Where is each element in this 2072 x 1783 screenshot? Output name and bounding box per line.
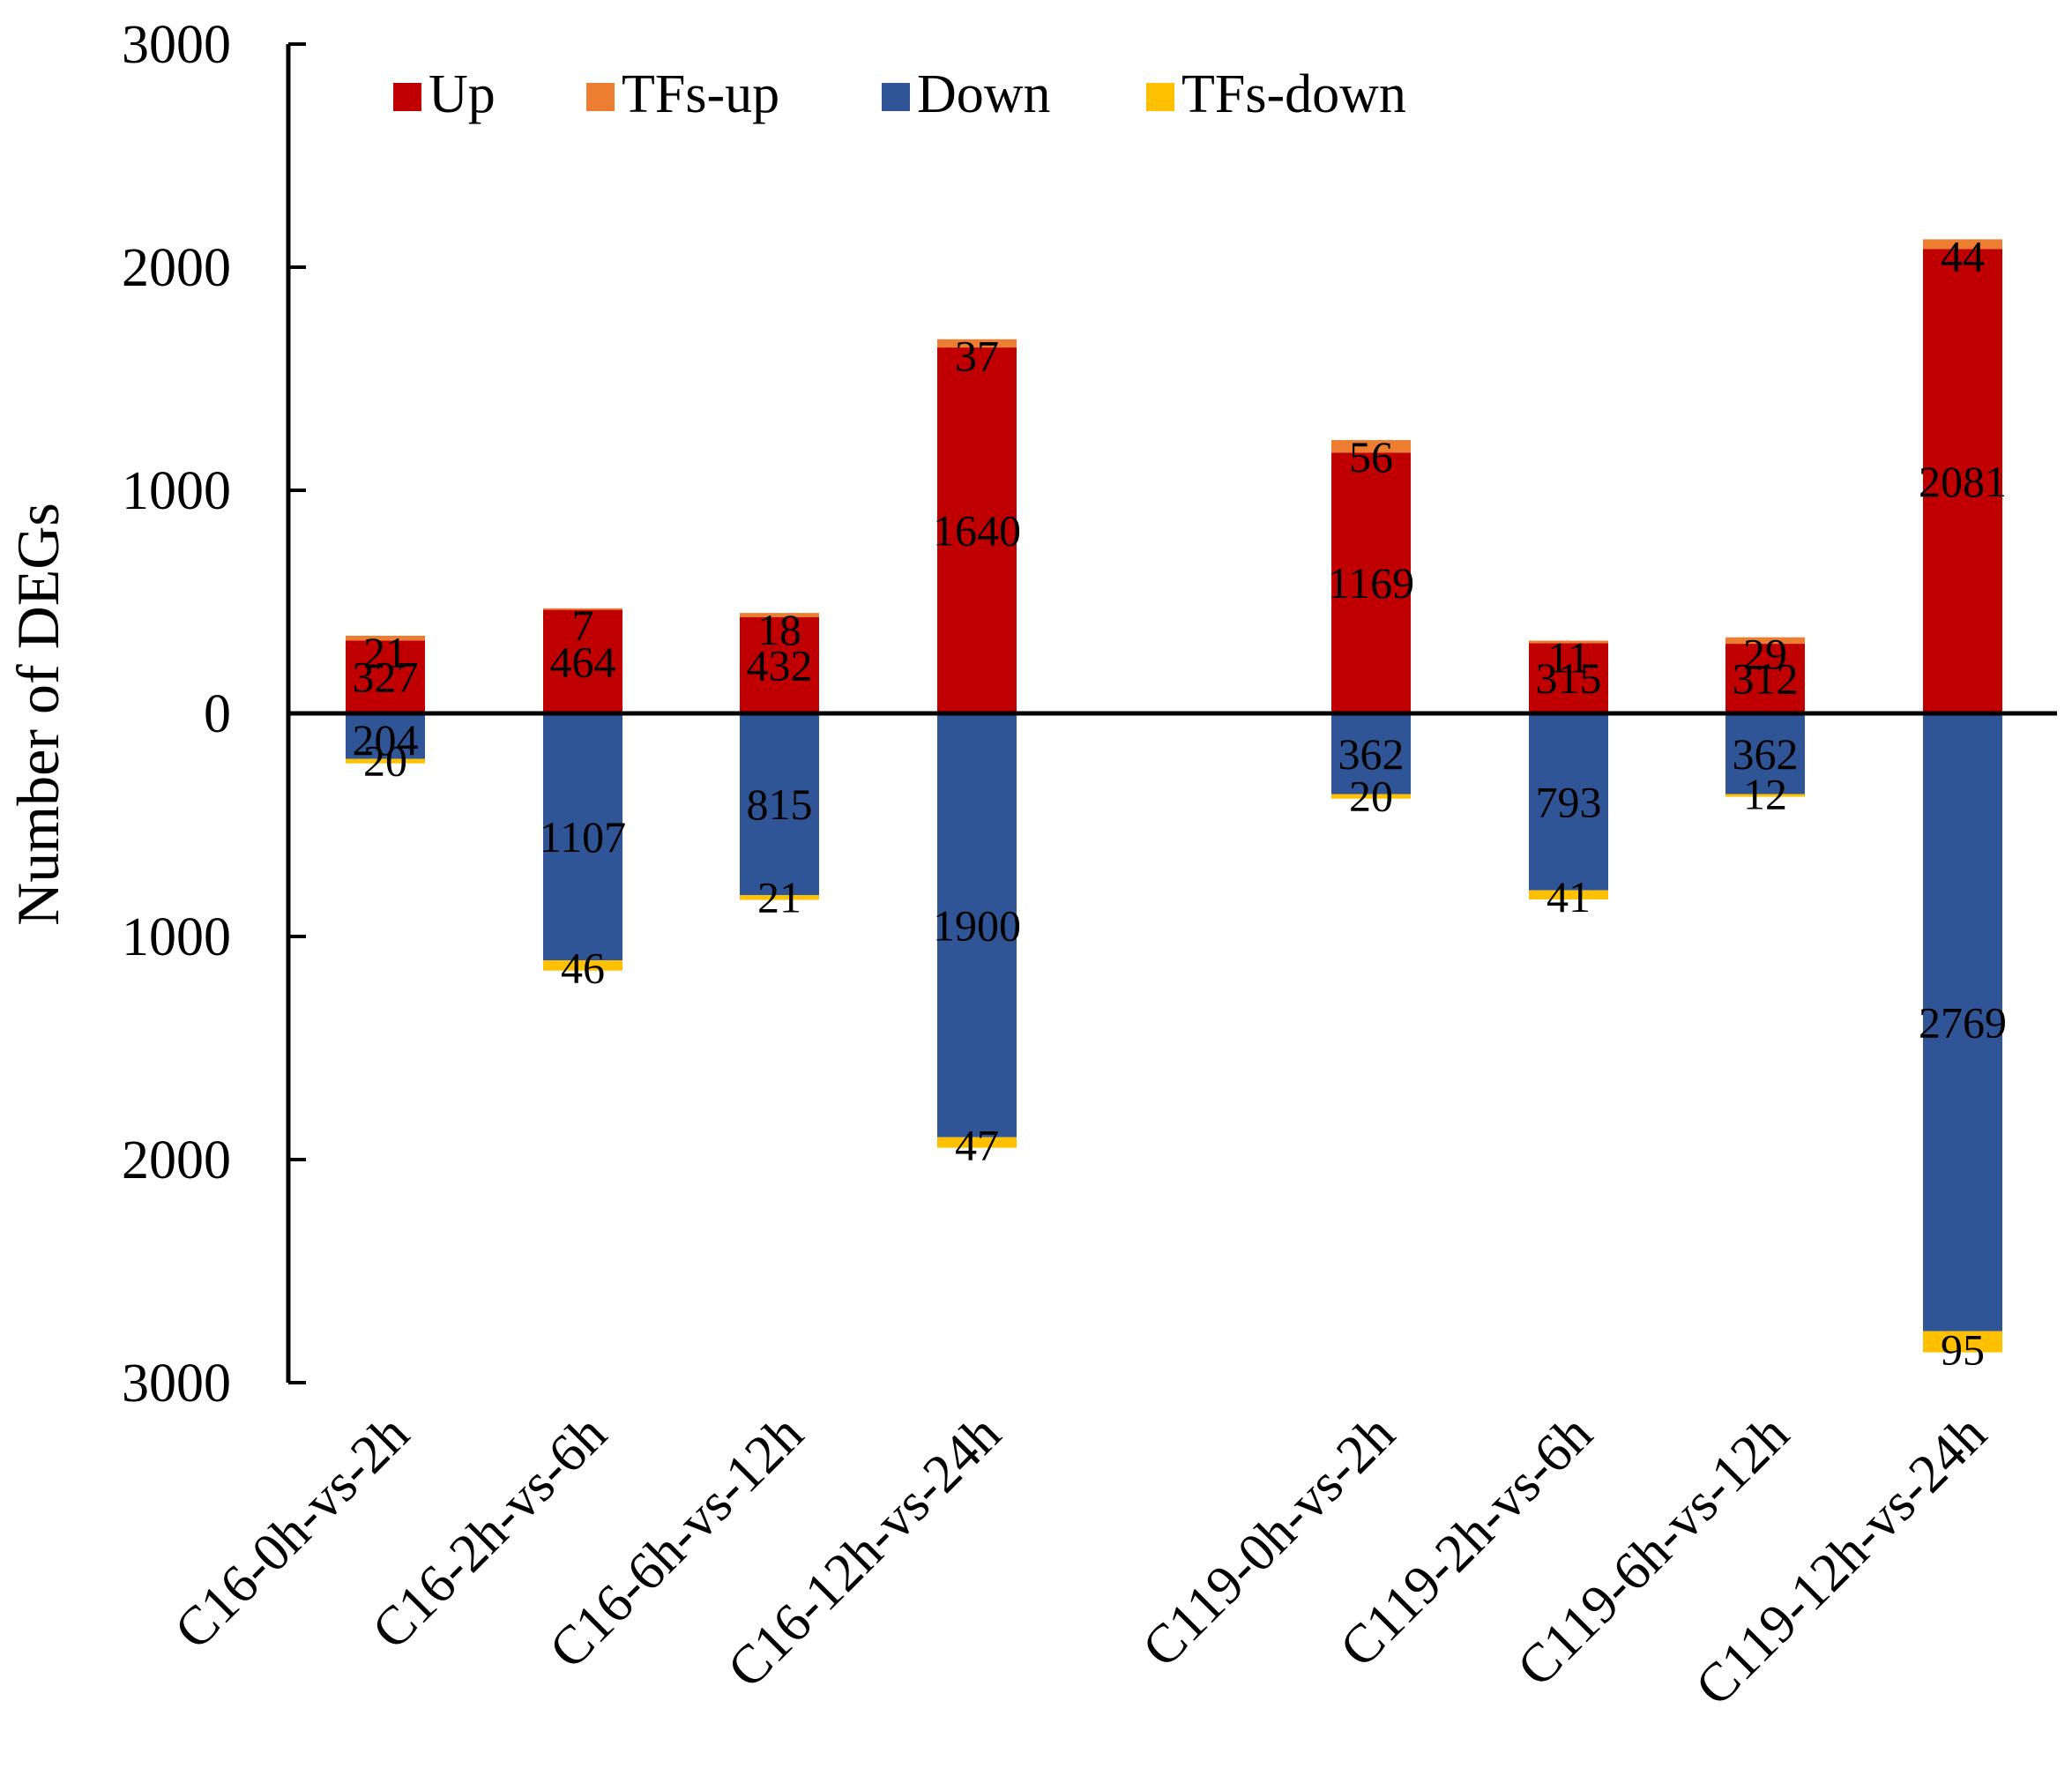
- bar-tfs-down: [740, 895, 819, 900]
- data-label-tfs-up: 56: [1349, 432, 1393, 481]
- y-tick-label: 2000: [122, 1130, 231, 1190]
- bar-tfs-up: [1725, 637, 1805, 645]
- bar-tfs-down: [543, 960, 622, 971]
- data-label-down: 204: [353, 715, 419, 765]
- legend-swatch-down: [882, 83, 910, 111]
- bar-tfs-down: [1331, 794, 1411, 799]
- bar-down: [1529, 713, 1608, 891]
- bar-up: [1529, 643, 1608, 713]
- bar-up: [1725, 644, 1805, 713]
- data-label-tfs-down: 20: [1349, 772, 1393, 821]
- data-label-tfs-up: 18: [757, 605, 801, 654]
- y-tick-label: 2000: [122, 238, 231, 298]
- y-axis-title: Number of DEGs: [4, 503, 71, 926]
- data-label-tfs-down: 41: [1547, 872, 1591, 921]
- bar-tfs-up: [740, 613, 819, 617]
- data-label-tfs-down: 46: [561, 944, 605, 993]
- data-label-up: 464: [550, 637, 616, 686]
- y-tick-label: 1000: [122, 461, 231, 521]
- bar-tfs-up: [1529, 640, 1608, 644]
- data-label-up: 315: [1536, 653, 1602, 703]
- legend: Up TFs-up Down TFs-down: [393, 64, 1406, 124]
- legend-swatch-tfs-down: [1146, 83, 1174, 111]
- data-label-up: 1169: [1328, 558, 1414, 608]
- data-label-tfs-up: 37: [955, 332, 999, 381]
- data-label-down: 793: [1536, 777, 1602, 826]
- data-label-down: 362: [1733, 729, 1799, 779]
- bar-down: [740, 713, 819, 896]
- data-label-up: 432: [747, 640, 813, 690]
- bar-up: [740, 616, 819, 713]
- bar-down: [1725, 713, 1805, 795]
- data-label-down: 815: [747, 780, 813, 829]
- data-label-tfs-down: 47: [955, 1121, 999, 1170]
- data-label-tfs-up: 44: [1941, 231, 1985, 280]
- legend-label: TFs-down: [1181, 64, 1406, 124]
- data-label-tfs-up: 29: [1743, 630, 1787, 679]
- bar-up: [1923, 249, 2002, 714]
- data-label-tfs-down: 12: [1743, 770, 1787, 819]
- data-label-down: 1900: [933, 900, 1021, 950]
- bar-data-labels: 3272120420464711074643218815211640371900…: [353, 231, 2008, 1374]
- bar-down: [346, 713, 425, 759]
- data-label-tfs-down: 20: [363, 736, 407, 786]
- bar-down: [1923, 713, 2002, 1332]
- bar-tfs-down: [1923, 1331, 2002, 1353]
- legend-label: Up: [429, 64, 496, 124]
- data-label-down: 362: [1338, 729, 1405, 779]
- data-label-up: 2081: [1919, 457, 2007, 506]
- bar-down: [543, 713, 622, 961]
- bar-down: [1331, 713, 1411, 795]
- data-label-down: 1107: [540, 812, 626, 862]
- legend-label: TFs-up: [622, 64, 779, 124]
- data-label-tfs-down: 95: [1941, 1325, 1985, 1375]
- x-axis-labels: C16-0h-vs-2hC16-2h-vs-6hC16-6h-vs-12hC16…: [163, 1404, 1998, 1718]
- bar-tfs-down: [1725, 794, 1805, 797]
- bar-up: [346, 640, 425, 713]
- legend-swatch-tfs-up: [586, 83, 615, 111]
- bar-tfs-up: [1923, 239, 2002, 250]
- legend-label: Down: [917, 64, 1051, 124]
- y-tick-label: 0: [204, 684, 231, 744]
- data-label-tfs-up: 21: [363, 628, 407, 677]
- bar-tfs-down: [937, 1137, 1017, 1148]
- bar-tfs-up: [937, 339, 1017, 348]
- bar-tfs-up: [346, 635, 425, 641]
- y-tick-label: 3000: [122, 1354, 231, 1414]
- legend-swatch-up: [393, 83, 421, 111]
- data-label-up: 312: [1733, 654, 1799, 704]
- bar-up: [937, 347, 1017, 713]
- y-axis: 3000 2000 1000 0 1000 2000 3000: [122, 15, 306, 1414]
- y-tick-label: 3000: [122, 15, 231, 75]
- bars: [346, 239, 2002, 1353]
- data-label-down: 2769: [1919, 997, 2007, 1047]
- bar-up: [543, 609, 622, 713]
- bar-down: [937, 713, 1017, 1138]
- data-label-up: 1640: [933, 506, 1021, 556]
- bar-tfs-down: [346, 758, 425, 764]
- y-tick-label: 1000: [122, 907, 231, 967]
- data-label-tfs-down: 21: [757, 873, 801, 922]
- bar-tfs-up: [1331, 440, 1411, 453]
- data-label-tfs-up: 11: [1547, 633, 1590, 683]
- data-label-up: 327: [353, 653, 419, 702]
- bar-up: [1331, 452, 1411, 713]
- bar-tfs-up: [543, 608, 622, 610]
- data-label-tfs-up: 7: [572, 601, 594, 650]
- bar-tfs-down: [1529, 890, 1608, 900]
